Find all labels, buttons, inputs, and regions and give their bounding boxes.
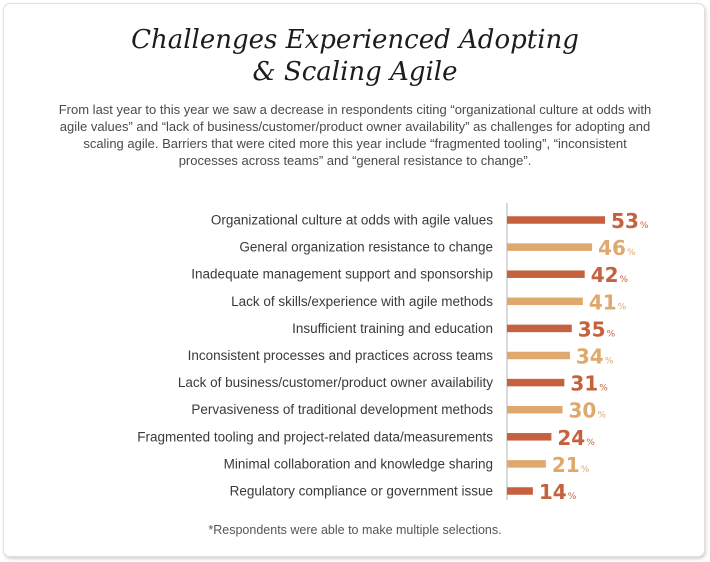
title-line-2: & Scaling Agile — [252, 57, 458, 87]
bar — [507, 405, 563, 414]
data-label-unit: % — [605, 357, 614, 367]
category-label: Lack of business/customer/product owner … — [178, 375, 493, 390]
data-label: 41% — [589, 290, 627, 314]
bar — [507, 216, 606, 224]
bar — [507, 460, 546, 468]
data-label: 35% — [578, 317, 616, 341]
data-label: 21% — [552, 453, 590, 477]
category-label: Lack of skills/experience with agile met… — [231, 294, 493, 309]
category-label: Inadequate management support and sponso… — [191, 267, 493, 282]
chart-title: Challenges Experienced Adopting & Scalin… — [0, 24, 710, 88]
bar — [507, 487, 533, 495]
bar — [507, 351, 570, 360]
bar — [507, 243, 593, 251]
data-label: 34% — [576, 345, 614, 369]
category-label: Inconsistent processes and practices acr… — [188, 348, 494, 363]
data-label: 42% — [591, 263, 629, 287]
chart-card — [3, 3, 705, 557]
data-label-unit: % — [640, 221, 649, 231]
bar — [507, 270, 585, 278]
chart-subtitle: From last year to this year we saw a dec… — [58, 102, 652, 168]
bar — [507, 378, 565, 387]
data-label: 46% — [598, 236, 636, 260]
data-label-unit: % — [607, 329, 616, 339]
data-label: 30% — [569, 399, 607, 423]
category-label: Pervasiveness of traditional development… — [191, 402, 493, 417]
data-label-unit: % — [618, 302, 627, 312]
data-label-unit: % — [620, 275, 629, 285]
data-label: 14% — [539, 480, 577, 504]
data-label: 31% — [570, 372, 608, 396]
data-label: 24% — [557, 426, 595, 450]
title-line-1: Challenges Experienced Adopting — [131, 25, 579, 55]
data-label-unit: % — [599, 384, 608, 394]
data-label-unit: % — [597, 411, 606, 421]
footnote: *Respondents were able to make multiple … — [208, 523, 502, 537]
category-label: Organizational culture at odds with agil… — [211, 213, 493, 228]
category-label: Regulatory compliance or government issu… — [230, 484, 493, 499]
data-label-unit: % — [586, 438, 595, 448]
data-label: 53% — [611, 209, 649, 233]
data-label-unit: % — [581, 465, 590, 475]
category-label: Minimal collaboration and knowledge shar… — [224, 456, 493, 471]
bar — [507, 433, 552, 441]
category-label: Insufficient training and education — [292, 321, 493, 336]
data-label-unit: % — [568, 492, 577, 502]
bar — [507, 324, 572, 333]
category-label: Fragmented tooling and project-related d… — [137, 429, 493, 444]
data-label-unit: % — [627, 248, 636, 258]
bar — [507, 297, 583, 306]
category-label: General organization resistance to chang… — [239, 240, 493, 255]
